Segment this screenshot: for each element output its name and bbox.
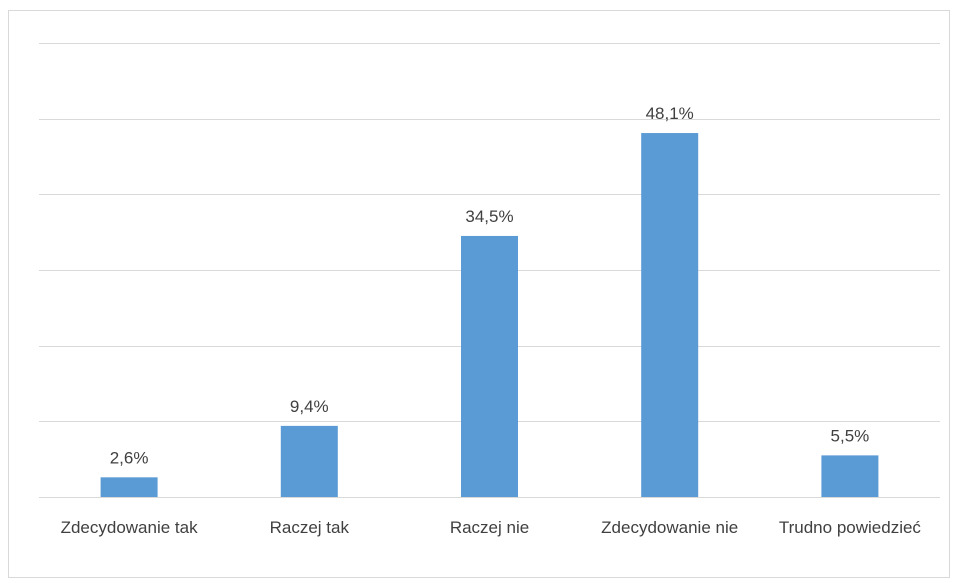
bar xyxy=(100,477,158,497)
data-label: 34,5% xyxy=(465,207,513,226)
x-tick-label: Zdecydowanie nie xyxy=(601,518,738,537)
bar xyxy=(641,133,699,497)
data-label: 5,5% xyxy=(831,426,870,445)
bar xyxy=(821,455,879,497)
bar xyxy=(280,425,338,497)
data-label: 2,6% xyxy=(110,448,149,467)
x-tick-label: Zdecydowanie tak xyxy=(61,518,199,537)
x-tick-label: Trudno powiedzieć xyxy=(779,518,922,537)
bar xyxy=(461,235,518,497)
data-label: 48,1% xyxy=(646,104,694,123)
x-tick-label: Raczej tak xyxy=(270,518,350,537)
data-label: 9,4% xyxy=(290,397,329,416)
x-tick-label: Raczej nie xyxy=(450,518,529,537)
